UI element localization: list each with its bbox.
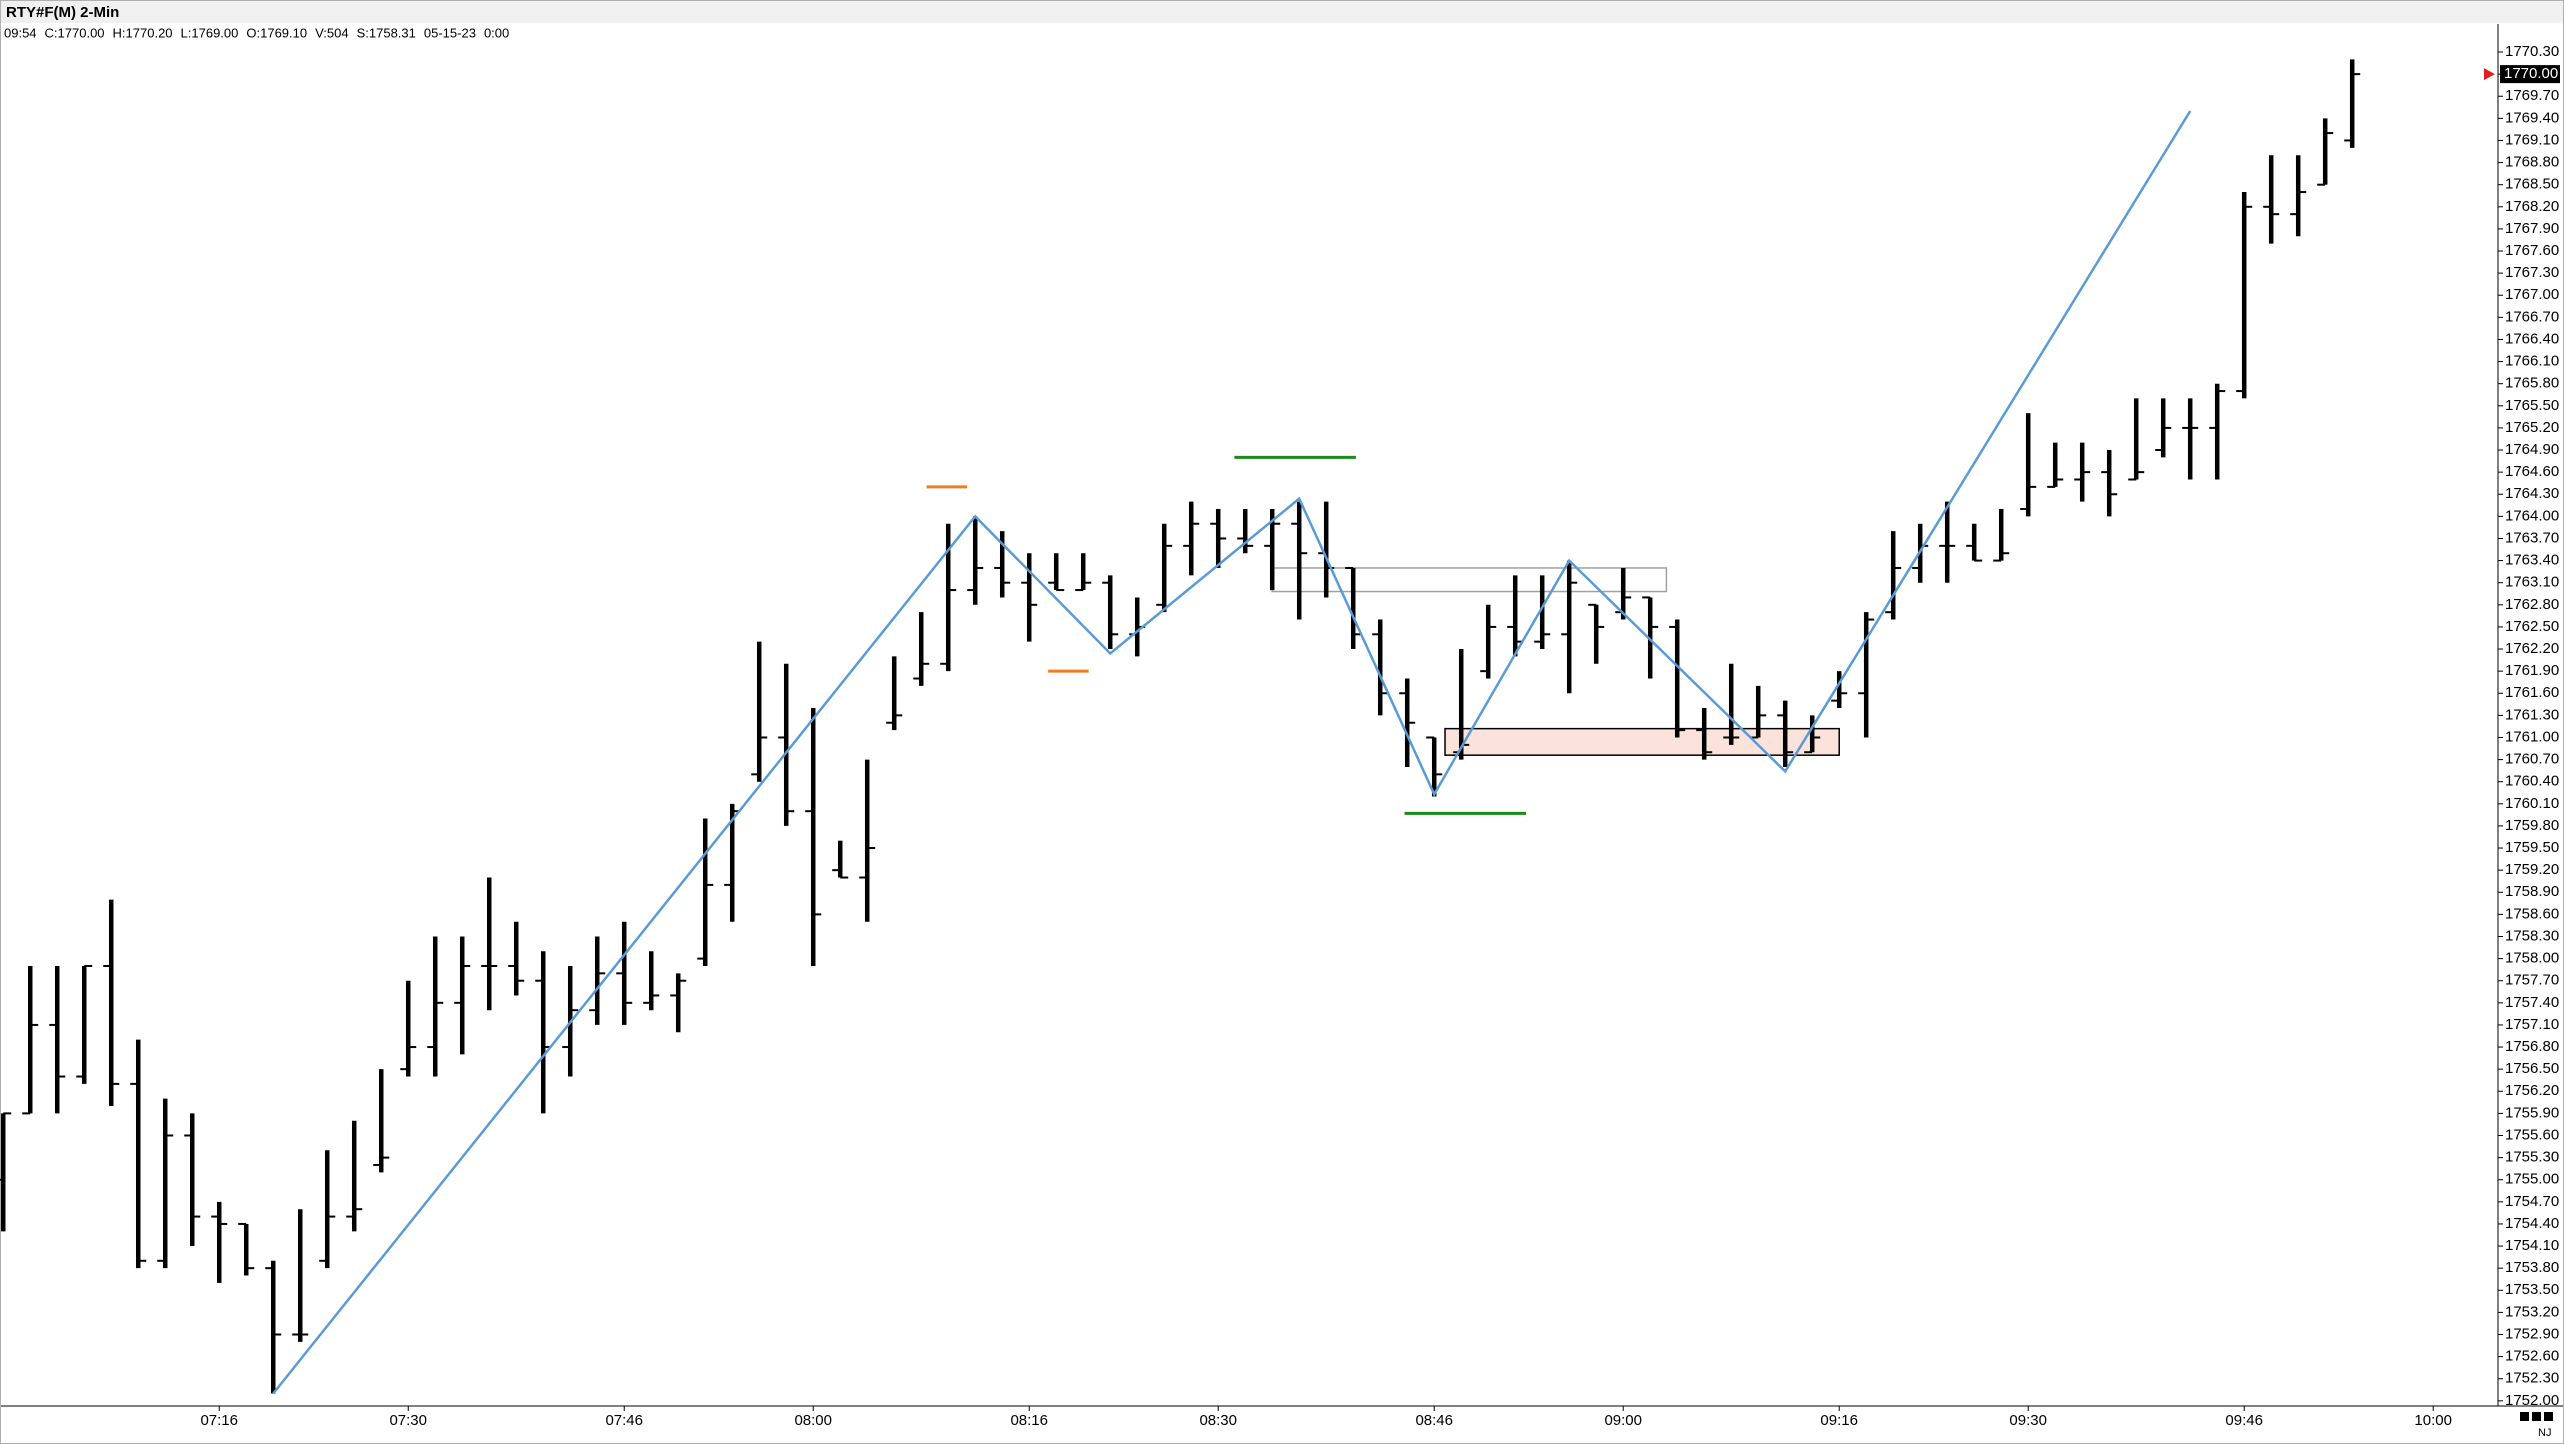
y-tick-label: 1759.20 [2505,861,2559,878]
y-tick-label: 1763.10 [2505,574,2559,591]
y-tick-label: 1767.90 [2505,220,2559,237]
y-tick-label: 1767.00 [2505,286,2559,303]
y-tick-label: 1754.10 [2505,1237,2559,1254]
info-text: 05-15-23 [424,25,476,40]
y-tick-label: 1752.90 [2505,1325,2559,1342]
y-tick-label: 1766.70 [2505,308,2559,325]
y-tick-label: 1761.00 [2505,728,2559,745]
y-tick-label: 1765.50 [2505,397,2559,414]
y-tick-label: 1756.50 [2505,1060,2559,1077]
y-tick-label: 1766.40 [2505,330,2559,347]
y-tick-label: 1762.20 [2505,640,2559,657]
y-tick-label: 1752.30 [2505,1370,2559,1387]
y-tick-label: 1767.60 [2505,242,2559,259]
y-tick-label: 1758.90 [2505,883,2559,900]
y-tick-label: 1756.20 [2505,1082,2559,1099]
y-tick-label: 1766.10 [2505,353,2559,370]
info-text: V:504 [315,25,349,40]
footer-label: NJ [2538,1427,2551,1439]
y-tick-label: 1755.30 [2505,1149,2559,1166]
zigzag-line [272,110,2192,1395]
y-tick-label: 1755.00 [2505,1171,2559,1188]
info-text: H:1770.20 [113,25,173,40]
y-tick-label: 1759.50 [2505,839,2559,856]
info-text: L:1769.00 [181,25,239,40]
y-tick-label: 1753.20 [2505,1303,2559,1320]
y-tick-label: 1760.10 [2505,795,2559,812]
y-tick-label: 1763.70 [2505,529,2559,546]
y-tick-label: 1764.30 [2505,485,2559,502]
info-text: 09:54 [4,25,37,40]
x-tick-label: 08:46 [1415,1412,1453,1429]
y-tick-label: 1758.30 [2505,927,2559,944]
x-tick-label: 08:16 [1010,1412,1048,1429]
y-tick-label: 1760.40 [2505,773,2559,790]
y-tick-label: 1763.40 [2505,552,2559,569]
y-tick-label: 1768.20 [2505,198,2559,215]
y-tick-label: 1764.00 [2505,507,2559,524]
y-tick-label: 1764.60 [2505,463,2559,480]
y-tick-label: 1757.40 [2505,994,2559,1011]
y-tick-label: 1753.50 [2505,1281,2559,1298]
y-tick-label: 1755.60 [2505,1126,2559,1143]
y-tick-label: 1769.40 [2505,109,2559,126]
y-tick-label: 1756.80 [2505,1038,2559,1055]
y-tick-label: 1752.00 [2505,1392,2559,1409]
y-tick-label: 1765.20 [2505,419,2559,436]
y-tick-label: 1761.60 [2505,684,2559,701]
y-tick-label: 1761.90 [2505,662,2559,679]
x-tick-label: 08:00 [794,1412,832,1429]
y-tick-label: 1755.90 [2505,1104,2559,1121]
y-tick-label: 1752.60 [2505,1348,2559,1365]
y-tick-label: 1758.60 [2505,905,2559,922]
info-text: C:1770.00 [45,25,105,40]
chart-title: RTY#F(M) 2-Min [6,4,119,21]
x-tick-label: 09:30 [2009,1412,2047,1429]
y-tick-label: 1758.00 [2505,950,2559,967]
y-tick-label: 1754.70 [2505,1193,2559,1210]
x-tick-label: 09:46 [2225,1412,2263,1429]
price-tag-label: 1770.00 [2504,65,2558,82]
y-tick-label: 1761.30 [2505,706,2559,723]
y-tick-label: 1769.70 [2505,87,2559,104]
x-tick-label: 09:16 [1820,1412,1858,1429]
y-tick-label: 1768.80 [2505,154,2559,171]
price-tag [2500,65,2560,84]
x-tick-label: 09:00 [1604,1412,1642,1429]
x-tick-label: 07:46 [605,1412,643,1429]
x-tick-label: 08:30 [1199,1412,1237,1429]
info-text: S:1758.31 [357,25,416,40]
info-text: O:1769.10 [246,25,307,40]
price-arrow [2484,68,2495,81]
zone-box [1444,727,1840,756]
title-bar [1,1,2563,23]
x-tick-label: 10:00 [2414,1412,2452,1429]
y-tick-label: 1757.70 [2505,972,2559,989]
y-tick-label: 1767.30 [2505,264,2559,281]
y-tick-label: 1754.40 [2505,1215,2559,1232]
y-tick-label: 1762.50 [2505,618,2559,635]
y-tick-label: 1762.80 [2505,596,2559,613]
y-tick-label: 1759.80 [2505,817,2559,834]
y-tick-label: 1753.80 [2505,1259,2559,1276]
info-text: 0:00 [484,25,509,40]
y-tick-label: 1769.10 [2505,131,2559,148]
y-tick-label: 1765.80 [2505,375,2559,392]
x-tick-label: 07:30 [389,1412,427,1429]
x-tick-label: 07:16 [200,1412,238,1429]
y-tick-label: 1757.10 [2505,1016,2559,1033]
corner-icons [2520,1412,2553,1421]
y-tick-label: 1768.50 [2505,176,2559,193]
y-tick-label: 1764.90 [2505,441,2559,458]
y-tick-label: 1760.70 [2505,751,2559,768]
y-tick-label: 1770.30 [2505,43,2559,60]
